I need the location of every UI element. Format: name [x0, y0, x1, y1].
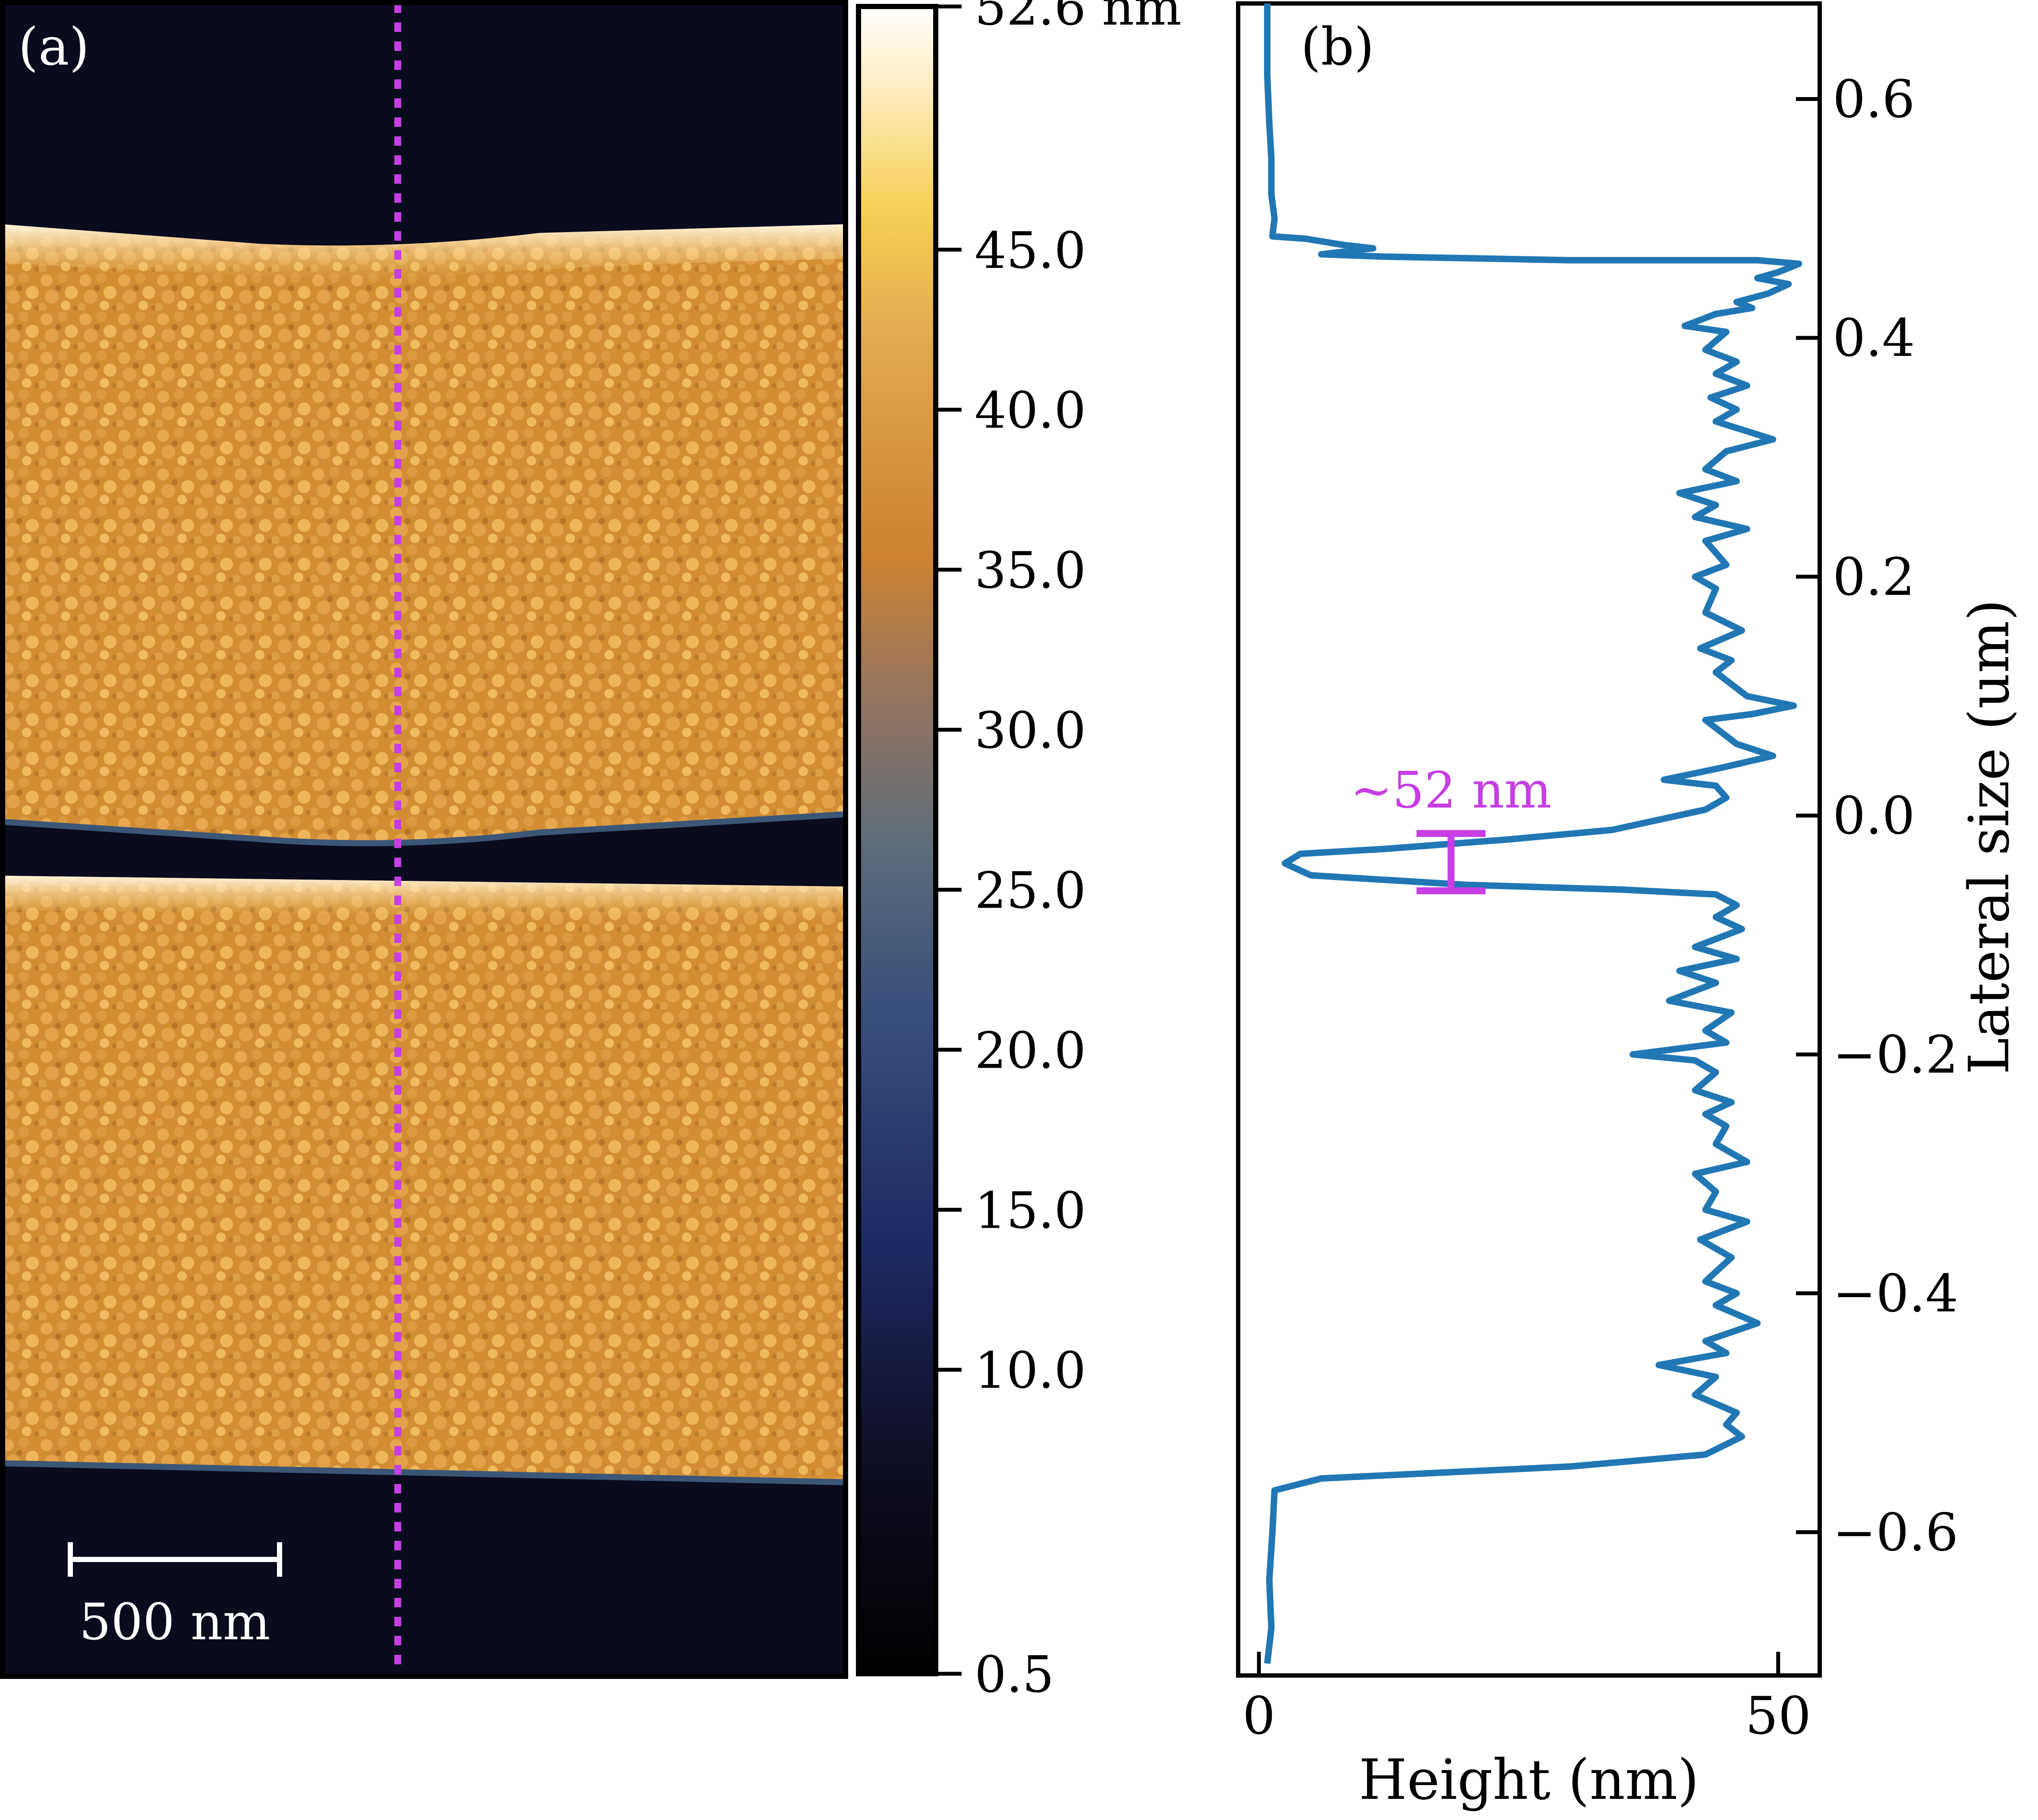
y-axis-tick-label: 0.2 — [1833, 547, 1915, 607]
afm-lower-strip-bright-edge — [3, 876, 843, 919]
x-axis-ticks: 0 50 — [1242, 1652, 1811, 1746]
x-axis-tick-label: 0 — [1242, 1686, 1275, 1746]
colorbar-tick-label: 10.0 — [975, 1342, 1086, 1400]
scale-bar-label: 500 nm — [79, 1593, 270, 1651]
profile-plot-frame — [1236, 1, 1822, 1678]
colorbar-tick-label: 25.0 — [975, 861, 1086, 920]
colorbar-tick-label: 15.0 — [975, 1182, 1086, 1240]
height-step-annotation: ~52 nm — [1350, 761, 1551, 820]
panel-a-label: (a) — [18, 17, 89, 77]
colorbar-tick-label: 52.6 nm — [975, 0, 1182, 37]
afm-image-panel: (a) 500 nm — [0, 0, 848, 1679]
colorbar-tick-label: 35.0 — [975, 542, 1086, 600]
y-axis-tick-label: 0.4 — [1833, 308, 1915, 368]
colorbar-tick-label: 0.5 — [975, 1646, 1054, 1704]
afm-upper-strip-bright-edge — [3, 224, 843, 280]
afm-lower-strip — [3, 876, 843, 1484]
y-axis-tick-label: 0.0 — [1833, 786, 1915, 846]
afm-lower-strip-dark-edge — [2, 1460, 843, 1485]
y-axis-tick-label: −0.6 — [1833, 1503, 1958, 1563]
scale-bar: 500 nm — [68, 1542, 282, 1651]
y-axis-ticks: 0.6 0.4 0.2 0.0 −0.2 −0.4 −0.6 — [1796, 69, 1958, 1563]
y-axis-tick-label: −0.2 — [1833, 1025, 1958, 1085]
afm-image-frame — [0, 0, 848, 1679]
y-axis-tick-label: −0.4 — [1833, 1264, 1958, 1324]
x-axis-label: Height (nm) — [1359, 1748, 1699, 1812]
colorbar-tick-label: 20.0 — [975, 1022, 1086, 1080]
profile-panel: (b) 0 50 0.6 0.4 0.2 0.0 −0.2 −0.4 −0.6 Height … — [1236, 1, 2022, 1812]
colorbar-tick-label: 45.0 — [975, 222, 1086, 280]
colorbar-ticks: 52.6 nm 45.0 40.0 35.0 30.0 25.0 20.0 15.0 10.0 0… — [936, 0, 1182, 1704]
afm-upper-strip — [3, 224, 843, 846]
y-axis-tick-label: 0.6 — [1833, 69, 1915, 129]
panel-b-label: (b) — [1301, 17, 1374, 77]
colorbar: 52.6 nm 45.0 40.0 35.0 30.0 25.0 20.0 15.0 10.0 0… — [856, 0, 1182, 1704]
colorbar-tick-label: 30.0 — [975, 702, 1086, 760]
y-axis-label: Lateral size (um) — [1957, 599, 2022, 1075]
colorbar-tick-label: 40.0 — [975, 382, 1086, 440]
height-step-marker — [1416, 830, 1486, 895]
x-axis-tick-label: 50 — [1745, 1686, 1811, 1746]
colorbar-gradient — [856, 4, 938, 1676]
profile-series-line — [1264, 3, 1802, 1664]
